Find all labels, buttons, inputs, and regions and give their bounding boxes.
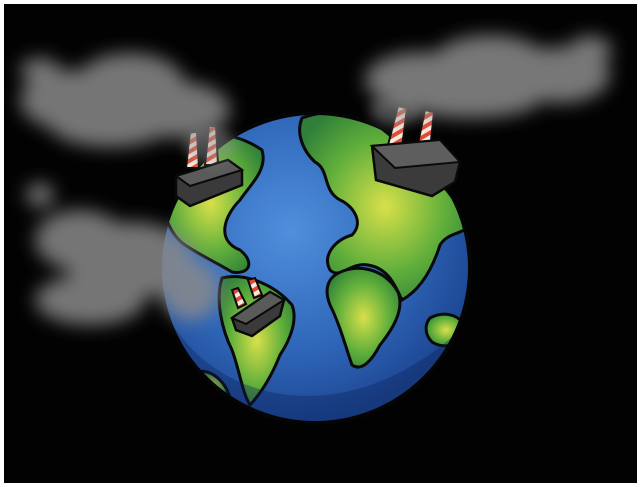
smoke-wisp <box>185 94 420 163</box>
smoke-top-right <box>365 35 612 118</box>
factory <box>369 104 463 198</box>
factory-roof <box>173 158 245 188</box>
africa <box>325 266 402 369</box>
smoke-left <box>26 183 220 325</box>
chimney <box>246 276 264 300</box>
chimney <box>230 286 248 310</box>
factory-roof <box>369 138 463 170</box>
factory-roof <box>229 290 286 326</box>
factory <box>229 276 286 338</box>
smoke-top-left <box>20 53 230 147</box>
